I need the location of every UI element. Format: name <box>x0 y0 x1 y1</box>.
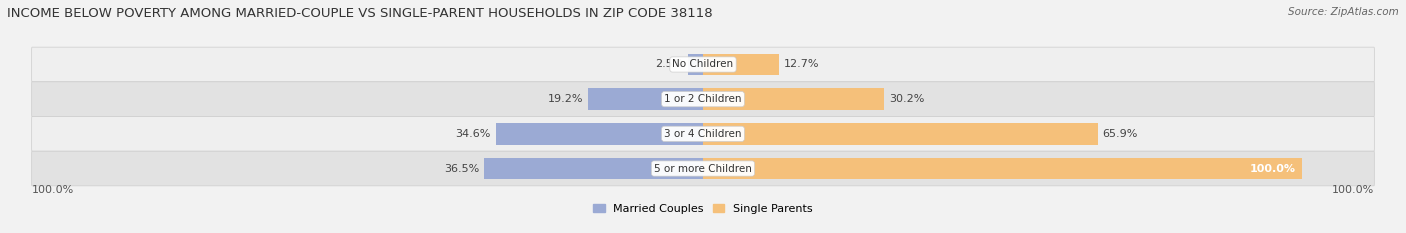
Text: INCOME BELOW POVERTY AMONG MARRIED-COUPLE VS SINGLE-PARENT HOUSEHOLDS IN ZIP COD: INCOME BELOW POVERTY AMONG MARRIED-COUPL… <box>7 7 713 20</box>
Text: No Children: No Children <box>672 59 734 69</box>
FancyBboxPatch shape <box>32 82 1374 116</box>
Text: 3 or 4 Children: 3 or 4 Children <box>664 129 742 139</box>
Text: 19.2%: 19.2% <box>548 94 583 104</box>
Bar <box>703 88 884 110</box>
Text: 100.0%: 100.0% <box>32 185 75 195</box>
Text: 2.5%: 2.5% <box>655 59 683 69</box>
Bar <box>703 123 1098 145</box>
Bar <box>688 54 703 75</box>
Text: 65.9%: 65.9% <box>1102 129 1137 139</box>
FancyBboxPatch shape <box>32 151 1374 186</box>
Text: 100.0%: 100.0% <box>1331 185 1374 195</box>
Text: 12.7%: 12.7% <box>785 59 820 69</box>
Bar <box>588 88 703 110</box>
Text: 30.2%: 30.2% <box>889 94 924 104</box>
Text: 100.0%: 100.0% <box>1250 164 1296 174</box>
Legend: Married Couples, Single Parents: Married Couples, Single Parents <box>589 199 817 218</box>
FancyBboxPatch shape <box>32 116 1374 151</box>
Text: 34.6%: 34.6% <box>456 129 491 139</box>
Bar <box>703 54 779 75</box>
Text: 5 or more Children: 5 or more Children <box>654 164 752 174</box>
Bar <box>703 158 1302 179</box>
Text: 1 or 2 Children: 1 or 2 Children <box>664 94 742 104</box>
Bar <box>496 123 703 145</box>
Bar <box>484 158 703 179</box>
FancyBboxPatch shape <box>32 47 1374 82</box>
Text: 36.5%: 36.5% <box>444 164 479 174</box>
Text: Source: ZipAtlas.com: Source: ZipAtlas.com <box>1288 7 1399 17</box>
